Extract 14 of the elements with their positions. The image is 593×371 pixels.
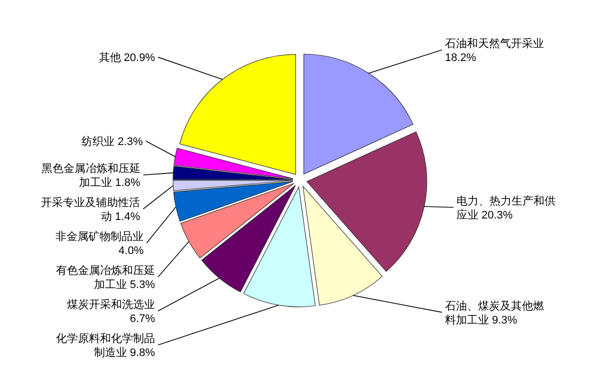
slice-label: 电力、热力生产和供应业 20.3% (456, 194, 556, 222)
slice-label: 非金属矿物制品业 (56, 230, 144, 243)
slice-label: 化学原料和化学制品制造业 9.8% (56, 332, 156, 359)
slice-label: 黑色金属冶炼和压延加工业 1.8% (41, 162, 140, 189)
slice-label: 纺织业 2.3% (82, 135, 143, 148)
data-label: 18.2% (445, 52, 476, 64)
data-label: 6.7% (130, 313, 156, 325)
slice-label: 石油和天然气开采业 (445, 36, 544, 50)
slice-label: 石油、煤炭及其他燃料加工业 9.3% (445, 299, 544, 326)
slice-label: 其他 20.9% (98, 51, 156, 64)
slice-label: 有色金属冶炼和压延加工业 5.3% (56, 264, 156, 291)
data-label: 4.0% (118, 245, 144, 257)
slice-label: 煤炭开采和洗选业 (67, 298, 155, 311)
slice-label: 开采专业及辅助性活动 1.4% (41, 196, 140, 223)
